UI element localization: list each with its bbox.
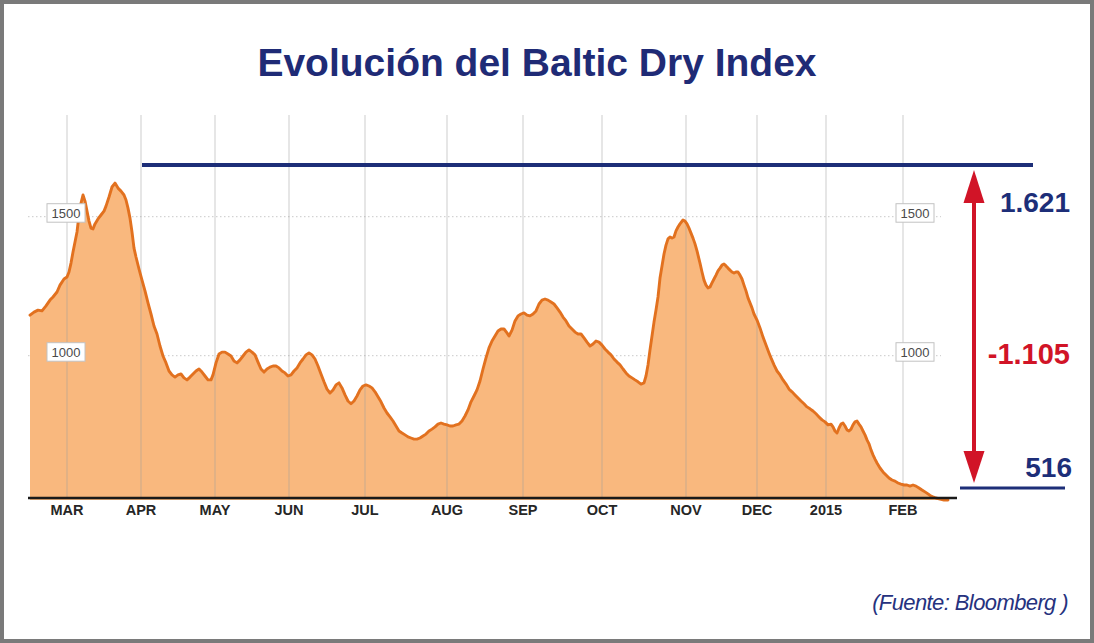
source-note: (Fuente: Bloomberg ) — [872, 590, 1068, 616]
max-value-label: 1.621 — [1000, 187, 1070, 218]
month-label: DEC — [742, 502, 773, 518]
month-label: OCT — [587, 502, 618, 518]
month-label: 2015 — [810, 502, 842, 518]
horizontal-gridlines — [28, 217, 941, 356]
month-label: SEP — [508, 502, 537, 518]
month-label: JUN — [274, 502, 303, 518]
drop-range-arrow — [964, 170, 985, 483]
y-tick-labels: 1500 1500 1000 1000 — [47, 204, 934, 362]
y-tick-label: 1500 — [52, 206, 81, 221]
month-label: JUL — [351, 502, 379, 518]
month-label: AUG — [431, 502, 463, 518]
y-tick-label: 1500 — [901, 206, 930, 221]
area-fill — [30, 183, 948, 500]
month-label: MAY — [200, 502, 231, 518]
min-value-label: 516 — [1025, 452, 1072, 483]
month-label: FEB — [889, 502, 918, 518]
baltic-dry-index-chart: 1500 1500 1000 1000 MAR APR MAY JUN JUL AUG SEP OC… — [0, 0, 1094, 643]
month-labels: MAR APR MAY JUN JUL AUG SEP OCT NOV DEC 2015 FEB — [50, 502, 917, 518]
y-tick-label: 1000 — [52, 345, 81, 360]
month-label: NOV — [670, 502, 702, 518]
chart-frame: Evolución del Baltic Dry Index 150015001… — [0, 0, 1094, 643]
change-value-label: -1.105 — [988, 338, 1070, 370]
month-label: APR — [126, 502, 157, 518]
month-label: MAR — [50, 502, 84, 518]
y-tick-label: 1000 — [901, 345, 930, 360]
